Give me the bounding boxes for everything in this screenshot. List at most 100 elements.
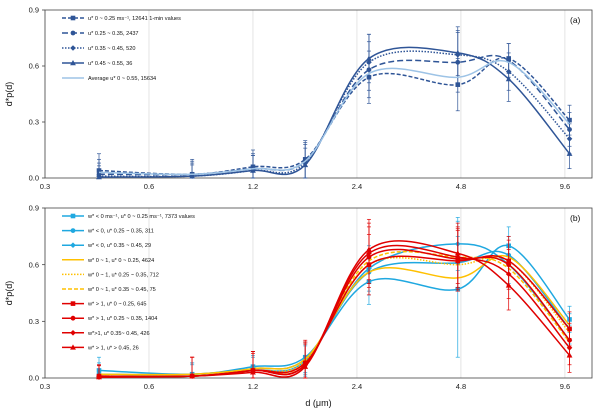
x-tick-label: 9.6 bbox=[560, 382, 570, 391]
plot-frame bbox=[44, 9, 593, 179]
legend-marker bbox=[70, 30, 76, 36]
data-point bbox=[250, 167, 256, 173]
data-point bbox=[189, 173, 196, 179]
legend-marker bbox=[70, 45, 76, 51]
series-4 bbox=[98, 254, 571, 376]
y-tick-label: 0.3 bbox=[29, 118, 39, 127]
legend-label: u* 0.35 ~ 0.45, 520 bbox=[88, 46, 135, 52]
data-point bbox=[250, 369, 256, 375]
series-1 bbox=[96, 43, 572, 179]
legend-entry: w* < 0, u* 0.25 ~ 0.35, 311 bbox=[62, 228, 154, 235]
y-tick-label: 0.6 bbox=[29, 62, 39, 71]
series-3 bbox=[96, 26, 573, 179]
series-4 bbox=[96, 30, 573, 180]
legend-entry: u* 0.45 ~ 0.55, 36 bbox=[62, 60, 132, 67]
legend-label: u* 0.45 ~ 0.55, 36 bbox=[88, 61, 132, 67]
legend-entry: u* 0.25 ~ 0.35, 2437 bbox=[62, 30, 139, 37]
series-line bbox=[98, 240, 571, 378]
y-tick-label: 0.0 bbox=[29, 374, 39, 383]
legend-label: w* < 0, u* 0.25 ~ 0.35, 311 bbox=[87, 229, 154, 235]
legend-entry: w* 0 ~ 1, u* 0.35 ~ 0.45, 75 bbox=[62, 287, 156, 293]
panel-label: (a) bbox=[570, 15, 581, 25]
x-tick-label: 0.3 bbox=[40, 182, 50, 191]
y-tick-label: 0.9 bbox=[29, 204, 39, 213]
series-5 bbox=[98, 59, 571, 176]
x-tick-label: 4.8 bbox=[456, 182, 466, 191]
legend-entry: u* 0 ~ 0.25 ms⁻¹, 12641 1-min values bbox=[62, 15, 181, 22]
legend-marker bbox=[70, 344, 76, 350]
legend-entry: w* < 0, u* 0.35 ~ 0.45, 29 bbox=[62, 242, 151, 249]
y-tick-label: 0.6 bbox=[29, 260, 39, 269]
legend-entry: w* > 1, u* > 0.45, 26 bbox=[62, 344, 139, 351]
data-point bbox=[366, 246, 372, 252]
series-line bbox=[98, 254, 571, 376]
y-axis-label: d*p(d) bbox=[4, 281, 14, 306]
legend-marker bbox=[70, 60, 76, 66]
legend-entry: w*>1, u* 0.35~ 0.45, 426 bbox=[62, 330, 150, 337]
y-tick-label: 0.3 bbox=[29, 317, 39, 326]
legend-marker bbox=[70, 228, 76, 234]
data-point bbox=[96, 174, 102, 180]
legend-entry: w* 0 ~ 1, u* 0 ~ 0.25, 4624 bbox=[62, 258, 154, 264]
legend-label: w*>1, u* 0.35~ 0.45, 426 bbox=[87, 331, 150, 337]
legend-label: w* 0 ~ 1, u* 0.25 ~ 0.35, 712 bbox=[87, 272, 159, 278]
legend-marker bbox=[70, 15, 76, 21]
legend-label: w* < 0, u* 0.35 ~ 0.45, 29 bbox=[87, 243, 151, 249]
legend-entry: w* < 0 ms⁻¹, u* 0 ~ 0.25 ms⁻¹, 7373 valu… bbox=[62, 213, 195, 220]
series-10 bbox=[96, 218, 573, 380]
x-tick-label: 1.2 bbox=[248, 382, 258, 391]
data-point bbox=[302, 161, 309, 168]
legend-marker bbox=[70, 301, 76, 306]
x-tick-label: 0.3 bbox=[40, 382, 50, 391]
legend-marker bbox=[70, 315, 76, 321]
series-line bbox=[98, 59, 571, 176]
y-axis-label: d*p(d) bbox=[4, 82, 14, 107]
legend-label: w* 0 ~ 1, u* 0.35 ~ 0.45, 75 bbox=[87, 287, 156, 293]
chart-panel-b: 0.3 0.6 1.2 2.4 4.8 9.60.00.30.60.9d*p(d)d (μ… bbox=[4, 204, 593, 408]
x-tick-label: 2.4 bbox=[352, 182, 362, 191]
data-point bbox=[366, 55, 372, 61]
x-tick-label: 0.6 bbox=[144, 382, 154, 391]
legend-label: w* 0 ~ 1, u* 0 ~ 0.25, 4624 bbox=[87, 258, 154, 264]
y-tick-label: 0.9 bbox=[29, 6, 39, 15]
legend-label: w* > 1, u* 0.25 ~ 0.35, 1404 bbox=[87, 316, 157, 322]
data-point bbox=[454, 49, 461, 56]
x-tick-label: 9.6 bbox=[560, 182, 570, 191]
data-point bbox=[96, 374, 102, 380]
plot-frame bbox=[44, 207, 593, 379]
legend-label: u* 0.25 ~ 0.35, 2437 bbox=[88, 31, 139, 37]
legend-marker bbox=[70, 242, 76, 248]
legend-marker bbox=[70, 330, 76, 336]
series-2 bbox=[96, 32, 572, 179]
data-point bbox=[566, 150, 573, 156]
legend-label: w* > 1, u* 0 ~ 0.25, 645 bbox=[87, 302, 146, 308]
legend-label: Average u* 0 ~ 0.55, 15634 bbox=[88, 76, 156, 82]
x-tick-label: 4.8 bbox=[456, 382, 466, 391]
series-line bbox=[98, 54, 571, 176]
legend-marker bbox=[70, 213, 76, 219]
legend-label: w* > 1, u* > 0.45, 26 bbox=[87, 345, 139, 351]
legend-entry: w* > 1, u* 0 ~ 0.25, 645 bbox=[62, 301, 146, 308]
data-point bbox=[505, 76, 512, 82]
series-line bbox=[98, 46, 571, 178]
series-3 bbox=[96, 217, 573, 379]
data-point bbox=[454, 250, 461, 256]
legend-label: w* < 0 ms⁻¹, u* 0 ~ 0.25 ms⁻¹, 7373 valu… bbox=[87, 214, 195, 220]
chart-panel-a: 0.3 0.6 1.2 2.4 4.8 9.60.00.30.60.9d*p(d)(a)u… bbox=[4, 6, 593, 191]
series-line bbox=[98, 255, 571, 378]
legend-label: u* 0 ~ 0.25 ms⁻¹, 12641 1-min values bbox=[88, 16, 181, 22]
data-point bbox=[566, 352, 573, 358]
series-7 bbox=[96, 230, 572, 379]
legend-entry: w* > 1, u* 0.25 ~ 0.35, 1404 bbox=[62, 315, 157, 322]
legend-entry: u* 0.35 ~ 0.45, 520 bbox=[62, 45, 135, 52]
y-tick-label: 0.0 bbox=[29, 174, 39, 183]
series-line bbox=[98, 248, 571, 378]
panel-label: (b) bbox=[570, 213, 581, 223]
legend-entry: Average u* 0 ~ 0.55, 15634 bbox=[62, 76, 156, 82]
x-tick-label: 0.6 bbox=[144, 182, 154, 191]
x-tick-label: 2.4 bbox=[352, 382, 362, 391]
series-8 bbox=[96, 226, 572, 379]
data-point bbox=[302, 363, 309, 369]
